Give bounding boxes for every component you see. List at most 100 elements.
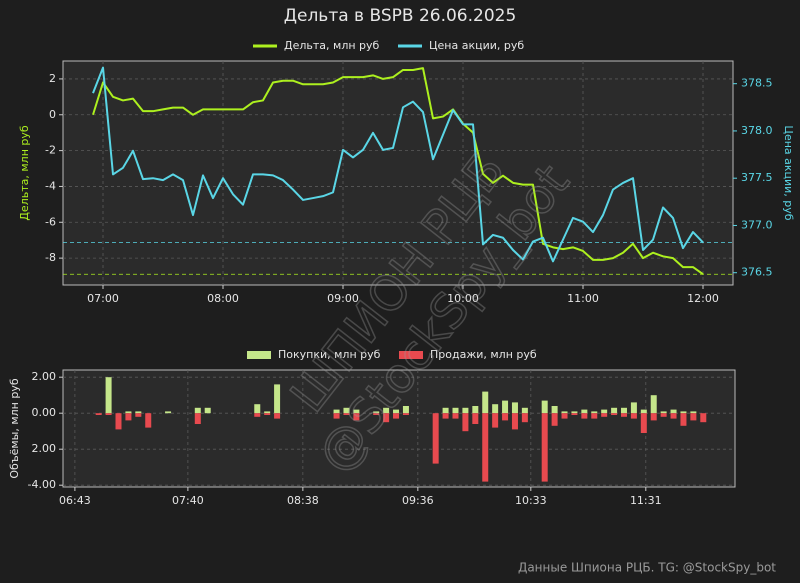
y2-tick-label: 377.0 [741,218,773,231]
line-series [92,67,704,276]
y2-tick-label: 376.5 [741,266,773,279]
bar [194,413,201,424]
bar [611,413,618,415]
bar [700,413,707,423]
y-tick-label: -8 [45,251,56,264]
bar [442,407,449,414]
bar [571,413,578,415]
bar [521,413,528,423]
bar [333,413,340,419]
bar [194,407,201,414]
bar [502,413,509,421]
y-tick-label: -4.00 [28,478,56,491]
bar [680,411,687,414]
bar [353,413,360,421]
bar [383,407,390,414]
legend-label: Цена акции, руб [429,39,524,52]
bar [145,413,152,428]
y2-tick-label: 377.5 [741,171,773,184]
bar [402,413,409,415]
bar [511,413,518,430]
bar [521,407,528,414]
bar [373,413,380,415]
bar [620,407,627,414]
bar [482,391,489,414]
y-tick-label: 2.00 [32,442,57,455]
bar [591,411,598,414]
bar [274,413,281,419]
plot-area [62,369,736,488]
y-tick-label: 2 [49,72,56,85]
bar [472,406,479,414]
bar [452,407,459,414]
bar [690,413,697,421]
bar [105,413,112,415]
bar [611,407,618,414]
bar [581,409,588,414]
x-tick-label: 09:36 [402,494,434,507]
x-tick-label: 07:40 [172,494,204,507]
y2-tick-label: 378.0 [741,124,773,137]
bar [343,407,350,414]
bar [442,413,449,419]
bar [502,400,509,414]
bar [432,413,439,464]
bar [591,413,598,419]
bar [670,413,677,419]
y-tick-label: -2 [45,144,56,157]
bar [165,411,172,414]
bar [462,413,469,432]
bar [660,411,667,414]
bar [95,413,102,415]
y-axis-label: Дельта, млн руб [18,125,31,221]
line-series [92,66,704,263]
bar [343,413,350,415]
x-tick-label: 10:33 [515,494,547,507]
bar [561,411,568,414]
bar [264,413,271,415]
bar [640,413,647,433]
bar [630,402,637,414]
y2-tick-label: 378.5 [741,77,773,90]
bar [135,411,142,414]
bar [581,413,588,419]
bar [571,411,578,414]
bar [135,413,142,417]
bar [620,413,627,417]
bar [640,409,647,414]
bar [125,413,132,421]
bar [393,409,400,414]
bar [492,404,499,414]
bar [690,411,697,414]
bar [511,402,518,414]
bar [274,384,281,414]
x-tick-label: 11:00 [567,292,599,305]
y-tick-label: -4 [45,179,56,192]
legend-label: Продажи, млн руб [430,348,537,361]
x-tick-label: 12:00 [687,292,719,305]
bar [680,413,687,426]
bar [125,411,132,414]
legend-swatch [247,351,271,359]
bar [254,413,261,417]
y-tick-label: 0.00 [32,406,57,419]
legend-swatch [399,351,423,359]
bar [452,413,459,419]
x-tick-label: 07:00 [87,292,119,305]
bar [601,409,608,414]
bar [561,413,568,419]
x-tick-label: 08:38 [287,494,319,507]
x-tick-label: 08:00 [207,292,239,305]
bar [115,413,122,430]
chart-title: Дельта в BSPB 26.06.2025 [284,6,517,26]
bar [393,413,400,419]
bar [601,413,608,417]
y-tick-label: 2.00 [32,370,57,383]
legend-label: Дельта, млн руб [284,39,380,52]
x-tick-label: 11:31 [630,494,662,507]
plot-area [62,60,734,286]
bar [630,413,637,419]
bar [650,395,657,414]
bar [541,413,548,482]
